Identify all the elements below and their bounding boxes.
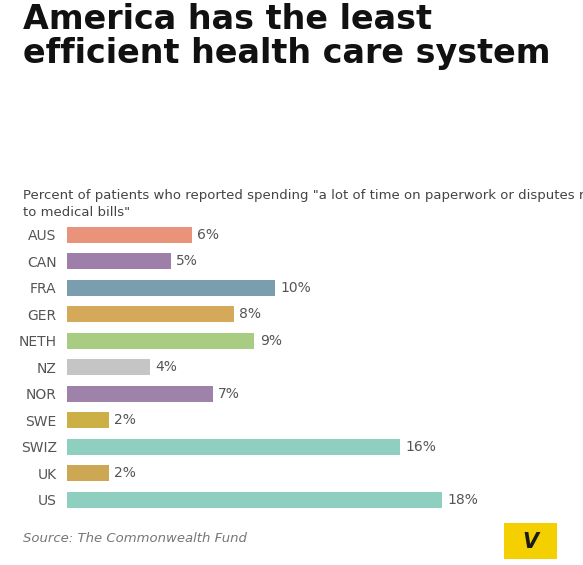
Bar bbox=[67, 306, 234, 322]
Text: 7%: 7% bbox=[218, 386, 240, 401]
Bar bbox=[67, 438, 400, 455]
Text: 2%: 2% bbox=[114, 466, 136, 480]
Bar bbox=[67, 254, 171, 270]
Bar bbox=[67, 412, 108, 428]
Bar bbox=[67, 386, 213, 402]
Text: 8%: 8% bbox=[239, 307, 261, 321]
Text: 18%: 18% bbox=[447, 493, 478, 507]
Bar bbox=[67, 359, 150, 375]
Text: 10%: 10% bbox=[280, 281, 311, 295]
Bar bbox=[67, 280, 275, 296]
Bar bbox=[67, 492, 442, 507]
Text: 16%: 16% bbox=[405, 440, 436, 454]
Text: 9%: 9% bbox=[259, 334, 282, 348]
Text: 2%: 2% bbox=[114, 413, 136, 427]
Text: 5%: 5% bbox=[176, 254, 198, 268]
Text: V: V bbox=[522, 532, 539, 551]
Text: Percent of patients who reported spending "a lot of time on paperwork or dispute: Percent of patients who reported spendin… bbox=[23, 189, 583, 219]
Bar bbox=[67, 227, 192, 243]
Text: Source: The Commonwealth Fund: Source: The Commonwealth Fund bbox=[23, 532, 247, 545]
Text: 6%: 6% bbox=[197, 228, 219, 242]
Text: America has the least
efficient health care system: America has the least efficient health c… bbox=[23, 3, 551, 70]
Text: 4%: 4% bbox=[156, 360, 177, 374]
Bar bbox=[67, 333, 254, 349]
Bar bbox=[67, 465, 108, 481]
